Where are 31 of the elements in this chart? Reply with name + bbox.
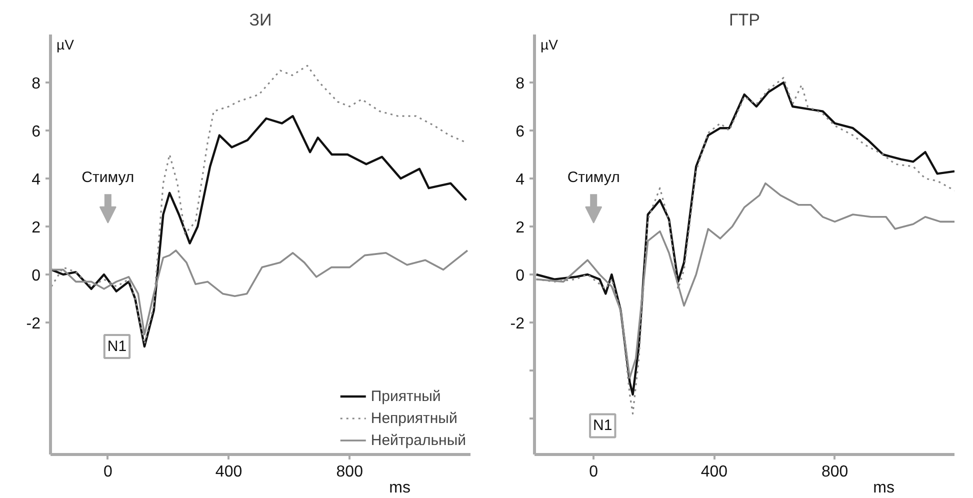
y-tick-label: 6 bbox=[32, 124, 41, 140]
y-tick-label: 0 bbox=[32, 268, 41, 284]
x-tick-label: 400 bbox=[215, 464, 242, 480]
y-tick-label: 8 bbox=[516, 76, 525, 92]
y-tick-label: 4 bbox=[32, 172, 41, 188]
y-tick-label: 2 bbox=[516, 220, 525, 236]
x-tick-label: 400 bbox=[700, 464, 728, 480]
legend-label: Нейтральный bbox=[370, 432, 466, 448]
x-axis-title: ms bbox=[389, 480, 410, 496]
legend-label: Неприятный bbox=[370, 410, 458, 426]
x-axis-title: ms bbox=[873, 480, 894, 496]
x-tick-label: 0 bbox=[103, 464, 112, 480]
y-tick-label: 4 bbox=[516, 172, 525, 188]
annotation: N1 bbox=[593, 417, 612, 434]
y-tick-label: -2 bbox=[510, 316, 525, 332]
y-tick-label: 8 bbox=[32, 76, 41, 92]
y-tick-label: 6 bbox=[516, 124, 525, 140]
annotation: Стимул bbox=[82, 168, 134, 186]
x-tick-label: 0 bbox=[589, 464, 598, 480]
chart-title: ГТР bbox=[729, 10, 760, 30]
x-tick-label: 800 bbox=[821, 464, 848, 480]
y-tick-label: 0 bbox=[516, 268, 525, 284]
y-axis-title: µV bbox=[56, 36, 75, 52]
chart-title: ЗИ bbox=[249, 10, 272, 30]
y-tick-label: 2 bbox=[32, 220, 41, 236]
x-tick-label: 800 bbox=[336, 464, 364, 480]
annotation: N1 bbox=[107, 338, 127, 355]
y-axis-title: µV bbox=[540, 36, 559, 52]
legend-label: Приятный bbox=[370, 388, 441, 404]
annotation: Стимул bbox=[567, 168, 620, 186]
y-tick-label: -2 bbox=[26, 316, 41, 332]
